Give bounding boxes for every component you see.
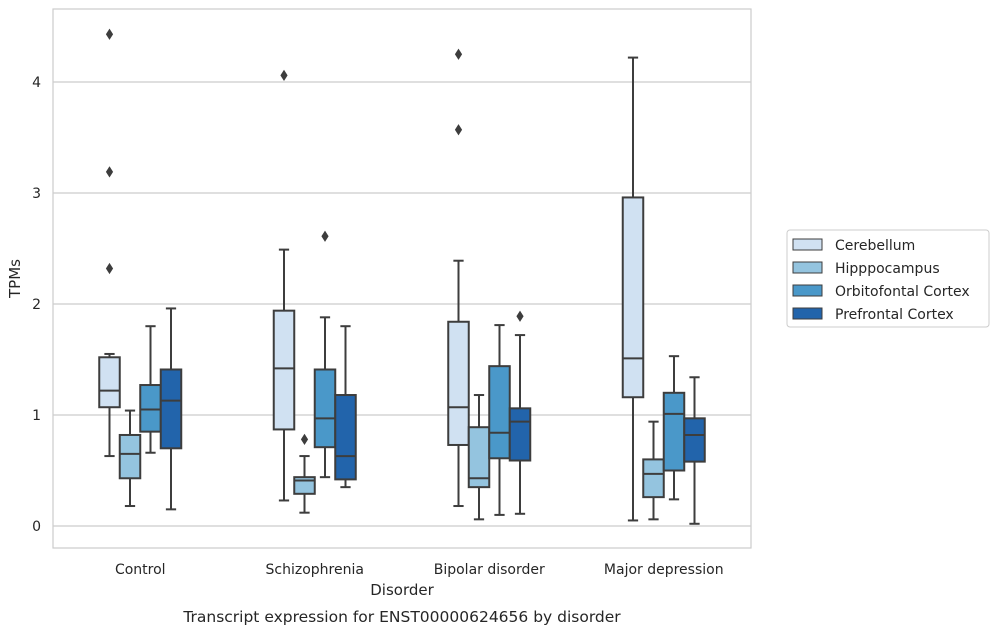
outlier-point [105, 166, 114, 178]
legend-swatch [792, 307, 823, 320]
box [662, 391, 686, 472]
legend-frame [786, 229, 990, 328]
box-series [98, 28, 706, 525]
y-tick-label: 4 [32, 75, 41, 91]
y-tick-labels: 0 1 2 3 4 [32, 75, 41, 535]
y-tick-label: 1 [32, 408, 41, 424]
outlier-point [516, 310, 524, 322]
outlier-point [105, 262, 114, 275]
legend-label: Cerebellum [835, 238, 915, 254]
y-tick-label: 0 [32, 519, 41, 535]
series-hipppocampus [118, 394, 665, 521]
legend-label: Orbitofontal Cortex [835, 284, 970, 300]
x-tick-label: Bipolar disorder [434, 562, 545, 578]
legend-swatch [792, 238, 823, 251]
box [488, 365, 511, 460]
box [139, 384, 162, 433]
x-tick-label: Major depression [604, 562, 724, 578]
box [508, 407, 532, 462]
x-tick-labels: Control Schizophrenia Bipolar disorder Majo… [115, 562, 724, 578]
box [447, 320, 470, 446]
box [98, 356, 121, 409]
outlier-point [105, 28, 114, 40]
box [313, 368, 337, 449]
box [272, 309, 296, 431]
series-orbitofontal-cortex [139, 230, 686, 516]
x-tick-label: Control [115, 562, 166, 578]
outlier-point [454, 124, 463, 136]
x-axis-label: Disorder [370, 581, 434, 599]
box [642, 458, 665, 499]
legend-swatch [792, 284, 823, 297]
plot-area-frame [52, 8, 752, 549]
legend-label: Hipppocampus [835, 261, 940, 277]
y-axis-label: TPMs [6, 259, 24, 299]
chart-caption: Transcript expression for ENST0000062465… [182, 608, 621, 626]
outlier-point [280, 69, 288, 81]
legend-swatch [792, 261, 823, 274]
box [118, 433, 142, 480]
outlier-point [321, 230, 329, 242]
box [683, 417, 706, 463]
box [334, 394, 357, 481]
legend-label: Prefrontal Cortex [835, 307, 954, 323]
outlier-point [454, 48, 463, 60]
outlier-point [300, 433, 309, 446]
series-prefrontal-cortex [159, 307, 706, 525]
y-tick-label: 2 [32, 297, 41, 313]
box [159, 368, 183, 450]
series-cerebellum [98, 28, 645, 522]
y-tick-label: 3 [32, 186, 41, 202]
legend: Cerebellum Hipppocampus Orbitofontal Corte… [786, 229, 990, 328]
box [621, 196, 645, 399]
x-tick-label: Schizophrenia [266, 562, 364, 578]
